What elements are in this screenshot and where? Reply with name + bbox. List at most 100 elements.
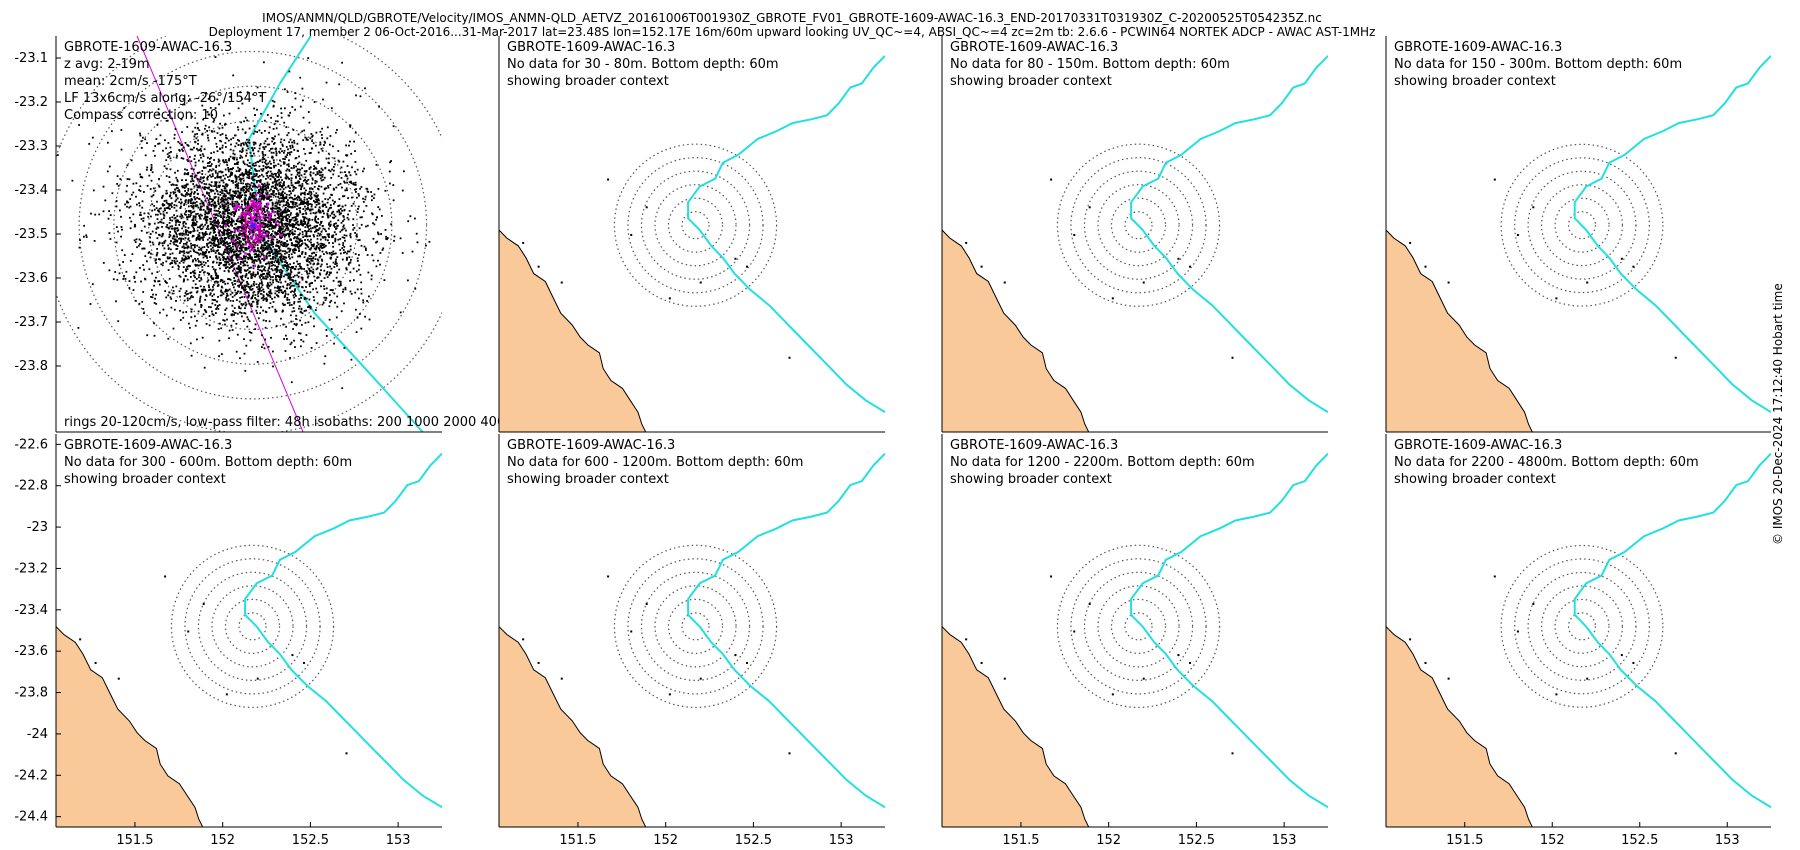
figure-title-filename: IMOS/ANMN/QLD/GBROTE/Velocity/IMOS_ANMN-… [262, 11, 1322, 25]
ring-120 [170, 544, 335, 709]
ring-20 [681, 211, 710, 240]
y-tick-label: -23.4 [14, 603, 48, 618]
y-tick-label: -24 [27, 727, 48, 742]
y-tick-label: -23.2 [14, 95, 48, 110]
y-tick-label: -23.5 [14, 227, 48, 242]
panel-info-line: No data for 30 - 80m. Bottom depth: 60m [507, 57, 779, 72]
ring-120 [613, 143, 778, 307]
coastline-land [1386, 625, 1533, 827]
ring-80 [1083, 571, 1194, 682]
x-tick-label: 152 [1096, 833, 1121, 848]
panel-info-line: showing broader context [507, 472, 669, 487]
y-tick-label: -23.1 [14, 51, 48, 66]
ring-80 [640, 571, 751, 682]
panel-info-line: showing broader context [64, 472, 226, 487]
coastline-land [942, 625, 1090, 827]
islands [965, 575, 1234, 755]
islands [1409, 178, 1677, 359]
x-tick-label: 153 [1272, 833, 1297, 848]
ring-120 [1056, 544, 1221, 709]
x-tick-label: 151.5 [1446, 833, 1483, 848]
ring-100 [627, 157, 764, 294]
panel-6: 151.5 152 152.5 153 GBROTE-1609-AWAC-16.3 No … [498, 434, 885, 848]
x-tick-label: 152 [1540, 833, 1565, 848]
y-tick-label: -23.2 [14, 561, 48, 576]
coastline-land [499, 625, 647, 827]
mean-marker [250, 222, 256, 228]
ring-100 [184, 558, 321, 695]
ring-60 [1097, 585, 1180, 668]
panel-info-line: showing broader context [1394, 472, 1556, 487]
coastline-land [942, 229, 1090, 432]
panel-3: GBROTE-1609-AWAC-16.3 No data for 80 - 15… [941, 36, 1328, 433]
x-tick-label: 151.5 [1002, 833, 1039, 848]
panel-5: -22.6 -22.8 -23 -23.2 -23.4 -23.6 -23.8 -24 -24.… [14, 434, 442, 848]
velocity-scatter [56, 40, 431, 390]
coastline-land [1386, 229, 1533, 432]
variance-ellipse [244, 204, 262, 246]
islands [522, 178, 791, 359]
panel-title: GBROTE-1609-AWAC-16.3 [950, 438, 1118, 453]
ring-40 [1554, 197, 1610, 253]
ring-100 [627, 558, 764, 695]
isobath-line [1130, 452, 1328, 809]
x-tick-label: 152.5 [292, 833, 329, 848]
panel-8: 151.5 152 152.5 153 GBROTE-1609-AWAC-16.3 No … [1385, 434, 1771, 848]
panel-title: GBROTE-1609-AWAC-16.3 [64, 438, 232, 453]
ring-40 [1110, 197, 1167, 253]
panel-info-line: showing broader context [950, 472, 1112, 487]
y-tick-label: -23.7 [14, 315, 48, 330]
panel-info-line: No data for 1200 - 2200m. Bottom depth: … [950, 455, 1255, 470]
ring-40 [667, 197, 724, 253]
ring-120 [613, 544, 778, 709]
y-tick-label: -24.2 [14, 768, 48, 783]
y-tick-label: -23.8 [14, 359, 48, 374]
panel-info-line: z avg: 2-19m [64, 57, 150, 72]
ring-80 [640, 170, 751, 280]
ring-120 [1500, 143, 1664, 307]
ring-100 [1514, 558, 1650, 695]
ring-60 [654, 184, 737, 267]
x-tick-label: 152 [653, 833, 678, 848]
panel-info-line: showing broader context [507, 74, 669, 89]
ring-20 [1567, 612, 1597, 641]
x-tick-label: 153 [1715, 833, 1740, 848]
ring-20 [238, 612, 267, 641]
ring-100 [78, 50, 428, 400]
panel-7: 151.5 152 152.5 153 GBROTE-1609-AWAC-16.3 No … [941, 434, 1328, 848]
ring-40 [224, 598, 281, 654]
isobath-line [687, 55, 885, 414]
islands [79, 575, 348, 755]
ring-60 [211, 585, 294, 668]
y-tick-label: -23.6 [14, 271, 48, 286]
panel-footer-note: rings 20-120cm/s, low-pass filter: 48h i… [64, 415, 514, 430]
y-tick-label: -22.6 [14, 437, 48, 452]
ring-80 [1527, 571, 1637, 681]
panel-1: -23.1 -23.2 -23.3 -23.4 -23.5 -23.6 -23.7 -23.8… [14, 36, 514, 433]
ring-60 [1540, 184, 1624, 267]
ring-60 [1097, 184, 1180, 267]
ring-60 [654, 585, 737, 668]
y-tick-label: -22.8 [14, 479, 48, 494]
x-tick-label: 152.5 [1621, 833, 1658, 848]
ring-40 [667, 598, 724, 654]
panel-info-line: No data for 600 - 1200m. Bottom depth: 6… [507, 455, 803, 470]
x-tick-label: 152.5 [735, 833, 772, 848]
panel-2: GBROTE-1609-AWAC-16.3 No data for 30 - 80… [498, 36, 885, 433]
panel-info-line: No data for 80 - 150m. Bottom depth: 60m [950, 57, 1230, 72]
panel-info-line: showing broader context [1394, 74, 1556, 89]
x-tick-label: 151.5 [116, 833, 153, 848]
x-tick-label: 151.5 [559, 833, 596, 848]
figure-title-deployment: Deployment 17, member 2 06-Oct-2016...31… [208, 25, 1376, 39]
x-tick-label: 153 [829, 833, 854, 848]
ring-60 [1540, 585, 1624, 668]
ring-80 [197, 571, 308, 682]
panel-title: GBROTE-1609-AWAC-16.3 [507, 438, 675, 453]
y-tick-label: -23 [27, 520, 48, 535]
ring-60 [148, 120, 358, 331]
panel-info-line: LF 13x6cm/s along: -26°/154°T [64, 91, 266, 106]
panel-4: GBROTE-1609-AWAC-16.3 No data for 150 - 3… [1385, 36, 1771, 433]
y-tick-label: -23.8 [14, 686, 48, 701]
ring-100 [1070, 157, 1207, 294]
y-tick-label: -23.3 [14, 139, 48, 154]
